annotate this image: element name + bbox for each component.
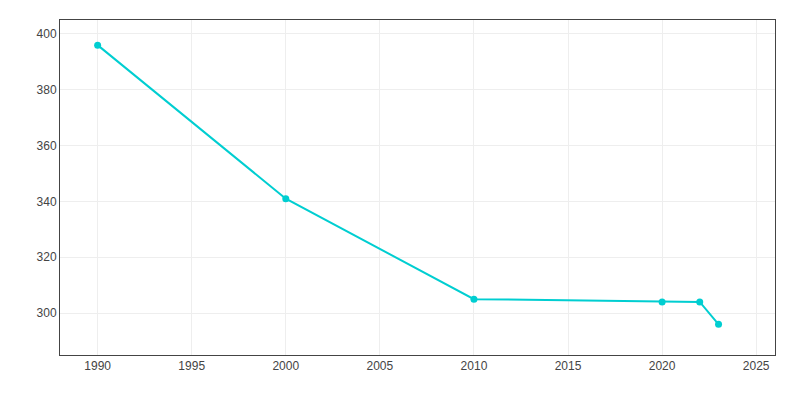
svg-text:400: 400 [37, 27, 57, 41]
svg-text:2025: 2025 [743, 359, 770, 373]
svg-text:300: 300 [37, 306, 57, 320]
svg-text:2020: 2020 [649, 359, 676, 373]
svg-text:2010: 2010 [461, 359, 488, 373]
svg-text:340: 340 [37, 195, 57, 209]
svg-text:320: 320 [37, 250, 57, 264]
svg-text:2015: 2015 [555, 359, 582, 373]
svg-text:1995: 1995 [178, 359, 205, 373]
svg-text:2000: 2000 [272, 359, 299, 373]
svg-text:1990: 1990 [84, 359, 111, 373]
svg-text:360: 360 [37, 139, 57, 153]
svg-text:380: 380 [37, 83, 57, 97]
svg-text:2005: 2005 [367, 359, 394, 373]
